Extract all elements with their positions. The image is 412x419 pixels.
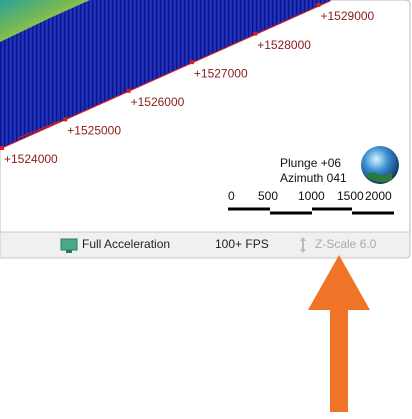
scale-label: 0 — [228, 189, 235, 203]
acceleration[interactable]: Full Acceleration — [82, 237, 170, 251]
grid-label: +1524000 — [4, 152, 58, 166]
scale-label: 1500 — [337, 189, 364, 203]
grid-label: +1528000 — [257, 38, 311, 52]
fps: 100+ FPS — [215, 237, 269, 251]
azimuth: Azimuth 041 — [280, 171, 347, 185]
surface-green — [0, 0, 90, 42]
plunge: Plunge +06 — [280, 156, 341, 170]
globe-land — [366, 172, 392, 183]
grid-marker — [0, 146, 4, 150]
monitor-stand — [66, 250, 72, 253]
grid-marker — [253, 31, 258, 36]
monitor-icon — [60, 238, 78, 251]
z-scale[interactable]: Z-Scale 6.0 — [315, 237, 377, 251]
arrow-head — [308, 255, 370, 310]
arrow-shaft — [330, 308, 348, 412]
viewport[interactable]: +1524000 +1525000 +1526000 +1527000 +1528000… — [0, 0, 411, 259]
grid-label: +1529000 — [321, 9, 375, 23]
grid-label: +1527000 — [194, 66, 248, 80]
scale-label: 500 — [258, 189, 278, 203]
z-scale-icon — [300, 237, 306, 253]
grid-axis-segment — [17, 120, 61, 139]
scale-label: 2000 — [365, 189, 392, 203]
grid-marker — [63, 117, 68, 122]
scale-bar: 0 500 1000 1500 2000 — [228, 189, 394, 215]
grid-marker — [316, 3, 321, 7]
grid-marker — [126, 88, 131, 93]
grid-axis — [1, 0, 331, 149]
grid-marker — [189, 60, 194, 65]
grid-labels: +1524000 +1525000 +1526000 +1527000 +1528000… — [0, 3, 375, 166]
status-bar: Full Acceleration 100+ FPS Z-Scale 6.0 — [0, 231, 411, 259]
status-bar-bg — [0, 231, 411, 259]
scale-label: 1000 — [298, 189, 325, 203]
grid-label: +1526000 — [131, 95, 185, 109]
grid-label: +1525000 — [67, 124, 121, 138]
